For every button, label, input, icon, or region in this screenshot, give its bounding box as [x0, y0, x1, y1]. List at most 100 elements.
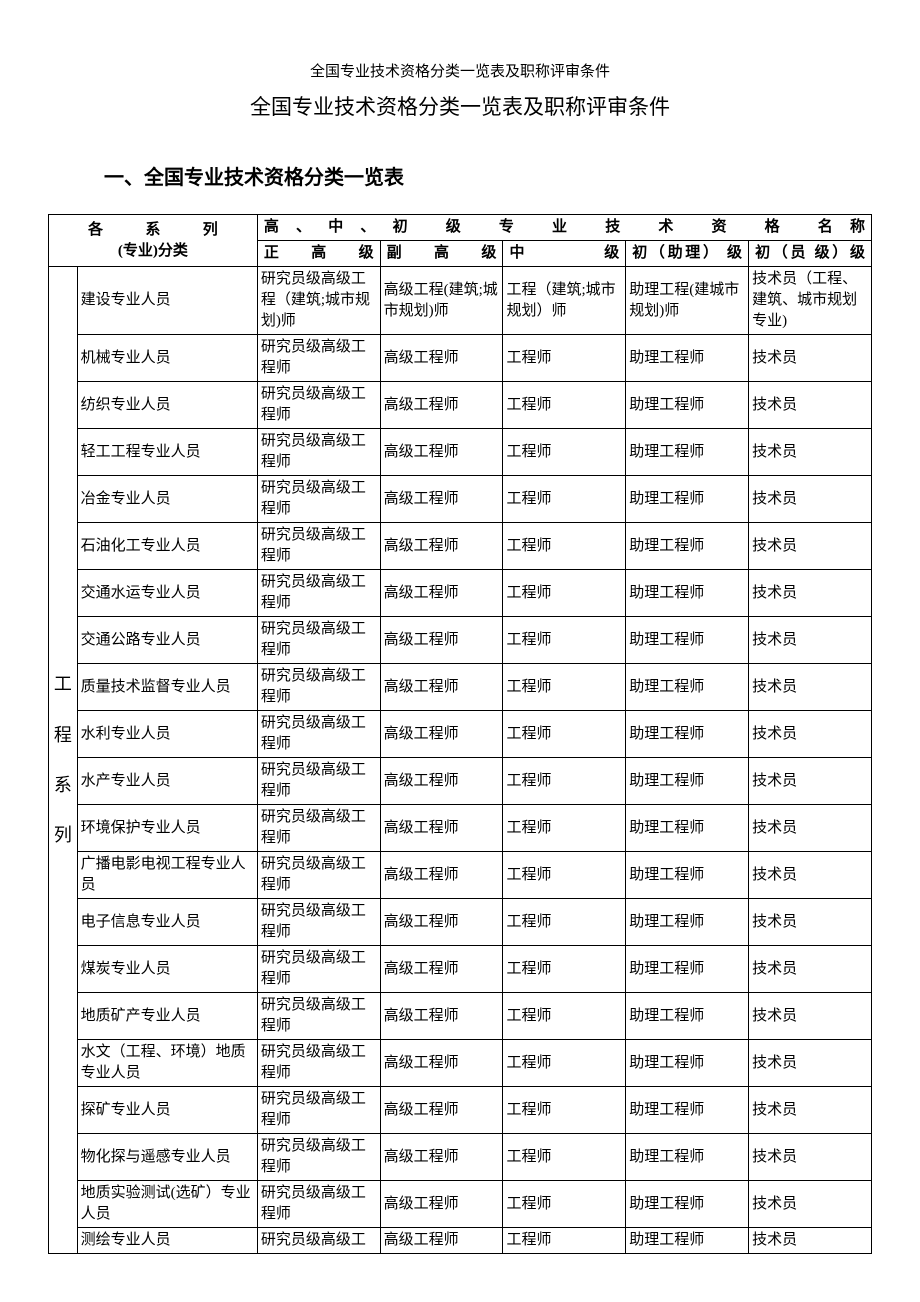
zheng-cell: 研究员级高级工程（建筑;城市规划)师	[257, 267, 380, 335]
header-col-zhong: 中 级	[503, 241, 626, 267]
fu-cell: 高级工程师	[380, 335, 503, 382]
zhong-cell: 工程师	[503, 899, 626, 946]
chuyuan-cell: 技术员	[749, 476, 872, 523]
chuzhu-cell: 助理工程师	[626, 711, 749, 758]
zhong-cell: 工程师	[503, 1134, 626, 1181]
zheng-cell: 研究员级高级工程师	[257, 523, 380, 570]
zhong-cell: 工程师	[503, 570, 626, 617]
chuzhu-cell: 助理工程师	[626, 570, 749, 617]
table-row: 地质实验测试(选矿）专业人员研究员级高级工程师高级工程师工程师助理工程师技术员	[49, 1181, 872, 1228]
zhong-cell: 工程师	[503, 946, 626, 993]
chuzhu-cell: 助理工程师	[626, 617, 749, 664]
zheng-cell: 研究员级高级工程师	[257, 1134, 380, 1181]
table-row: 交通公路专业人员研究员级高级工程师高级工程师工程师助理工程师技术员	[49, 617, 872, 664]
profession-cell: 冶金专业人员	[77, 476, 257, 523]
zheng-cell: 研究员级高级工程师	[257, 1087, 380, 1134]
chuzhu-cell: 助理工程师	[626, 476, 749, 523]
zhong-cell: 工程师	[503, 805, 626, 852]
page-header-large: 全国专业技术资格分类一览表及职称评审条件	[48, 91, 872, 121]
table-body: 工程系列建设专业人员研究员级高级工程（建筑;城市规划)师高级工程(建筑;城市规划…	[49, 267, 872, 1254]
zheng-cell: 研究员级高级工程师	[257, 476, 380, 523]
zhong-cell: 工程师	[503, 617, 626, 664]
series-label: 工程系列	[49, 267, 78, 1254]
profession-cell: 电子信息专业人员	[77, 899, 257, 946]
profession-cell: 交通公路专业人员	[77, 617, 257, 664]
zheng-cell: 研究员级高级工程师	[257, 1181, 380, 1228]
chuzhu-cell: 助理工程师	[626, 335, 749, 382]
chuzhu-cell: 助理工程师	[626, 523, 749, 570]
profession-cell: 水产专业人员	[77, 758, 257, 805]
fu-cell: 高级工程师	[380, 711, 503, 758]
chuyuan-cell: 技术员	[749, 805, 872, 852]
profession-cell: 质量技术监督专业人员	[77, 664, 257, 711]
profession-cell: 物化探与遥感专业人员	[77, 1134, 257, 1181]
fu-cell: 高级工程师	[380, 805, 503, 852]
chuzhu-cell: 助理工程(建城市规划)师	[626, 267, 749, 335]
chuzhu-cell: 助理工程师	[626, 1087, 749, 1134]
fu-cell: 高级工程师	[380, 993, 503, 1040]
chuyuan-cell: 技术员	[749, 570, 872, 617]
profession-cell: 建设专业人员	[77, 267, 257, 335]
fu-cell: 高级工程(建筑;城市规划)师	[380, 267, 503, 335]
profession-cell: 测绘专业人员	[77, 1228, 257, 1254]
chuyuan-cell: 技术员	[749, 664, 872, 711]
chuyuan-cell: 技术员	[749, 1040, 872, 1087]
profession-cell: 探矿专业人员	[77, 1087, 257, 1134]
zhong-cell: 工程师	[503, 993, 626, 1040]
header-col-chuzhu: 初（助理） 级	[626, 241, 749, 267]
chuzhu-cell: 助理工程师	[626, 758, 749, 805]
chuyuan-cell: 技术员	[749, 711, 872, 758]
zheng-cell: 研究员级高级工程师	[257, 335, 380, 382]
chuyuan-cell: 技术员	[749, 382, 872, 429]
zheng-cell: 研究员级高级工程师	[257, 664, 380, 711]
chuyuan-cell: 技术员	[749, 852, 872, 899]
zhong-cell: 工程师	[503, 711, 626, 758]
table-row: 石油化工专业人员研究员级高级工程师高级工程师工程师助理工程师技术员	[49, 523, 872, 570]
chuzhu-cell: 助理工程师	[626, 382, 749, 429]
table-header: 各 系 列 (专业)分类 高、中、初 级 专 业 技 术 资 格 名称 正 高 …	[49, 215, 872, 267]
fu-cell: 高级工程师	[380, 1134, 503, 1181]
table-row: 质量技术监督专业人员研究员级高级工程师高级工程师工程师助理工程师技术员	[49, 664, 872, 711]
profession-cell: 水文（工程、环境）地质专业人员	[77, 1040, 257, 1087]
chuyuan-cell: 技术员	[749, 899, 872, 946]
profession-cell: 交通水运专业人员	[77, 570, 257, 617]
zheng-cell: 研究员级高级工程师	[257, 711, 380, 758]
table-row: 水文（工程、环境）地质专业人员研究员级高级工程师高级工程师工程师助理工程师技术员	[49, 1040, 872, 1087]
header-levels-title: 高、中、初 级 专 业 技 术 资 格 名称	[257, 215, 871, 241]
chuzhu-cell: 助理工程师	[626, 1181, 749, 1228]
zheng-cell: 研究员级高级工	[257, 1228, 380, 1254]
profession-cell: 机械专业人员	[77, 335, 257, 382]
zheng-cell: 研究员级高级工程师	[257, 570, 380, 617]
profession-cell: 煤炭专业人员	[77, 946, 257, 993]
table-row: 纺织专业人员研究员级高级工程师高级工程师工程师助理工程师技术员	[49, 382, 872, 429]
chuzhu-cell: 助理工程师	[626, 664, 749, 711]
chuyuan-cell: 技术员（工程、建筑、城市规划专业)	[749, 267, 872, 335]
fu-cell: 高级工程师	[380, 899, 503, 946]
zhong-cell: 工程师	[503, 1228, 626, 1254]
table-row: 探矿专业人员研究员级高级工程师高级工程师工程师助理工程师技术员	[49, 1087, 872, 1134]
chuyuan-cell: 技术员	[749, 1134, 872, 1181]
page-header-small: 全国专业技术资格分类一览表及职称评审条件	[48, 60, 872, 81]
zhong-cell: 工程师	[503, 1181, 626, 1228]
fu-cell: 高级工程师	[380, 382, 503, 429]
table-row: 机械专业人员研究员级高级工程师高级工程师工程师助理工程师技术员	[49, 335, 872, 382]
profession-cell: 纺织专业人员	[77, 382, 257, 429]
chuzhu-cell: 助理工程师	[626, 993, 749, 1040]
chuzhu-cell: 助理工程师	[626, 805, 749, 852]
zhong-cell: 工程师	[503, 664, 626, 711]
header-series-line2: (专业)分类	[52, 241, 254, 262]
chuzhu-cell: 助理工程师	[626, 899, 749, 946]
zheng-cell: 研究员级高级工程师	[257, 899, 380, 946]
document-page: 全国专业技术资格分类一览表及职称评审条件 全国专业技术资格分类一览表及职称评审条…	[0, 0, 920, 1294]
zheng-cell: 研究员级高级工程师	[257, 617, 380, 664]
table-row: 水产专业人员研究员级高级工程师高级工程师工程师助理工程师技术员	[49, 758, 872, 805]
fu-cell: 高级工程师	[380, 476, 503, 523]
fu-cell: 高级工程师	[380, 570, 503, 617]
fu-cell: 高级工程师	[380, 1181, 503, 1228]
fu-cell: 高级工程师	[380, 1040, 503, 1087]
table-row: 广播电影电视工程专业人员研究员级高级工程师高级工程师工程师助理工程师技术员	[49, 852, 872, 899]
zhong-cell: 工程师	[503, 335, 626, 382]
chuyuan-cell: 技术员	[749, 335, 872, 382]
chuyuan-cell: 技术员	[749, 1181, 872, 1228]
table-row: 物化探与遥感专业人员研究员级高级工程师高级工程师工程师助理工程师技术员	[49, 1134, 872, 1181]
